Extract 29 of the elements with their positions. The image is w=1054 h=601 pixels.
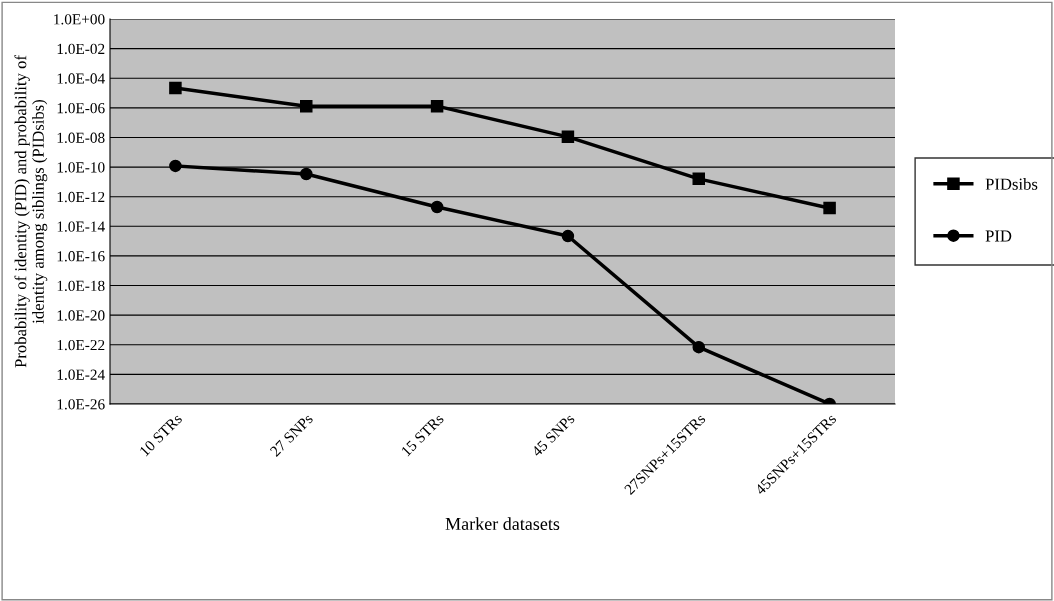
y-tick-label: 1.0E-26 — [57, 399, 105, 410]
legend-label: PIDsibs — [985, 178, 1038, 190]
legend-label: PID — [985, 230, 1012, 242]
point — [430, 200, 444, 214]
y-tick-label: 1.0E-04 — [57, 73, 105, 84]
y-tick-label: 1.0E-14 — [57, 221, 105, 232]
point — [169, 81, 182, 95]
y-tick-label: 1.0E-20 — [57, 310, 105, 321]
y-tick-label: 1.0E-02 — [57, 43, 105, 55]
point — [692, 172, 706, 186]
y-axis-title: Probability of identity (PID) and probability of identity among siblings (PIDsibs) — [14, 55, 48, 368]
point — [692, 340, 706, 354]
y-tick-label: 1.0E-24 — [57, 369, 105, 380]
point — [561, 229, 575, 243]
y-tick-label: 1.0E-08 — [57, 132, 105, 143]
y-tick-label: 1.0E-06 — [57, 102, 105, 114]
y-tick-label: 1.0E-10 — [57, 162, 105, 173]
point — [561, 130, 575, 144]
point — [430, 99, 444, 113]
point — [299, 167, 313, 181]
y-tick-label: 1.0E-22 — [57, 339, 105, 351]
point — [169, 159, 182, 173]
y-tick-label: 1.0E-18 — [57, 280, 105, 292]
y-tick-label: 1.0E+00 — [54, 14, 105, 25]
point — [299, 99, 313, 113]
y-tick-label: 1.0E-12 — [57, 191, 105, 203]
x-axis-title: Marker datasets — [445, 517, 560, 531]
point — [823, 201, 836, 215]
y-tick-label: 1.0E-16 — [57, 251, 105, 262]
